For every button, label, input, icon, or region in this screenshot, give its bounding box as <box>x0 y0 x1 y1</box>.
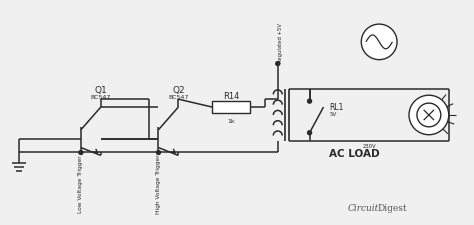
Bar <box>212 102 250 113</box>
Circle shape <box>308 131 311 135</box>
Text: Q1: Q1 <box>94 86 107 94</box>
Text: Circuit: Circuit <box>347 203 379 212</box>
Text: AC LOAD: AC LOAD <box>329 149 380 159</box>
Text: 5V: 5V <box>329 112 337 117</box>
Text: BC547: BC547 <box>168 94 189 99</box>
Circle shape <box>156 151 161 155</box>
Circle shape <box>79 151 83 155</box>
Text: High Voltage Trigger: High Voltage Trigger <box>156 154 161 213</box>
Circle shape <box>361 25 397 60</box>
Text: BC547: BC547 <box>91 94 111 99</box>
Circle shape <box>308 100 311 104</box>
Circle shape <box>409 96 449 135</box>
Text: Digest: Digest <box>377 203 407 212</box>
Text: R14: R14 <box>223 91 239 100</box>
Text: RL1: RL1 <box>329 102 344 111</box>
Circle shape <box>417 104 441 127</box>
Text: 1k: 1k <box>227 119 235 124</box>
Text: Q2: Q2 <box>172 86 185 94</box>
Circle shape <box>276 62 280 66</box>
Text: Regulated +5V: Regulated +5V <box>278 23 283 63</box>
Text: Low Voltage Trigger: Low Voltage Trigger <box>78 155 83 212</box>
Text: 230V: 230V <box>363 144 376 149</box>
